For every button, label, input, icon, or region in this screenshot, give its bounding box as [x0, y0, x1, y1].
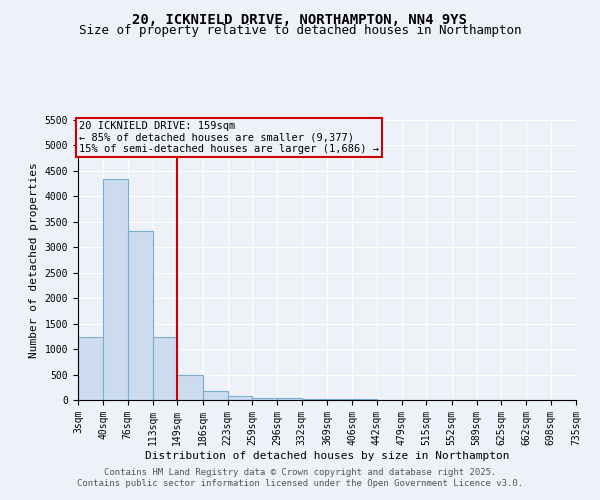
Bar: [252, 398, 277, 400]
Bar: [327, 399, 352, 400]
X-axis label: Distribution of detached houses by size in Northampton: Distribution of detached houses by size …: [145, 450, 509, 460]
Text: 20 ICKNIELD DRIVE: 159sqm
← 85% of detached houses are smaller (9,377)
15% of se: 20 ICKNIELD DRIVE: 159sqm ← 85% of detac…: [79, 121, 379, 154]
Text: 20, ICKNIELD DRIVE, NORTHAMPTON, NN4 9YS: 20, ICKNIELD DRIVE, NORTHAMPTON, NN4 9YS: [133, 12, 467, 26]
Y-axis label: Number of detached properties: Number of detached properties: [29, 162, 39, 358]
Bar: [227, 396, 252, 400]
Text: Size of property relative to detached houses in Northampton: Size of property relative to detached ho…: [79, 24, 521, 37]
Bar: [128, 232, 153, 400]
Bar: [277, 398, 302, 400]
Bar: [302, 399, 327, 400]
Bar: [203, 391, 227, 400]
Bar: [153, 338, 178, 400]
Bar: [103, 178, 128, 400]
Text: Contains HM Land Registry data © Crown copyright and database right 2025.
Contai: Contains HM Land Registry data © Crown c…: [77, 468, 523, 487]
Bar: [178, 374, 203, 400]
Bar: [78, 338, 103, 400]
